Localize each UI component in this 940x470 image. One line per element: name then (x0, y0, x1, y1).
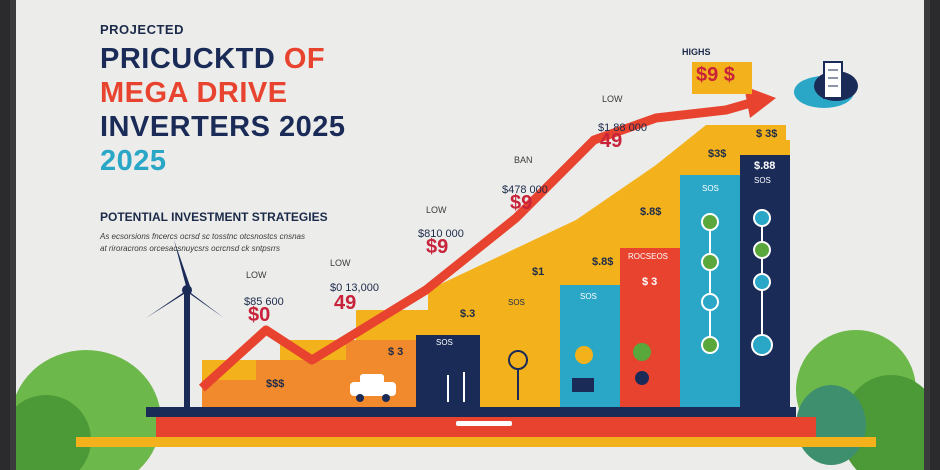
car-icon (350, 374, 396, 402)
strategies-heading: POTENTIAL INVESTMENT STRATEGIES (100, 210, 328, 224)
bar-label-3: SOS (508, 298, 525, 307)
big-price-2: 49 (334, 292, 357, 314)
bar-mini-icons (447, 343, 651, 402)
price-label-4: $478 000 (502, 184, 548, 196)
highs-price: $9 $ (696, 64, 735, 86)
infographic-screen: PROJECTED PRICUCKTD OF MEGA DRIVE INVERT… (10, 0, 930, 470)
low-label-1: LOW (246, 270, 267, 280)
cloud-building-icon (794, 61, 858, 108)
big-price-4: $9 (510, 192, 533, 214)
bar-amount-2: $ 3 (388, 346, 404, 358)
price-label-1: $85 600 (244, 296, 284, 308)
highs-label: HIGHS (682, 47, 711, 57)
title-pre: PROJECTED (100, 22, 184, 37)
bar-amount-5: $.8$ (592, 256, 614, 268)
left-foliage-dark (16, 395, 91, 470)
strategies-sub1: As ecsorsions fncercs ocrsd sc tosstnc o… (100, 232, 305, 241)
infographic-graphics (16, 61, 924, 470)
low-label-5: LOW (602, 94, 623, 104)
bar-label-6: SOS (754, 176, 771, 185)
base-yellow (76, 437, 876, 447)
title-line1-b: OF (283, 43, 326, 75)
big-price-1: $0 (248, 304, 271, 326)
low-label-4: BAN (514, 155, 533, 165)
low-label-3: LOW (426, 205, 447, 215)
wind-turbine-icon (146, 240, 224, 408)
trend-arrow (198, 97, 756, 392)
bar-amount-3: $.3 (460, 308, 476, 320)
price-label-3: $810 000 (418, 228, 464, 240)
bar-label-1: ROCSEOS (628, 252, 669, 261)
base-handle (456, 421, 512, 426)
arrow-head (744, 86, 776, 118)
big-price-3: $9 (426, 236, 449, 258)
title-line4: 2025 (100, 145, 167, 177)
title-line3-a: INVERTERS (100, 111, 271, 143)
price-label-5: $1 88 000 (598, 122, 647, 134)
strategies-sub2: at riroracrons orcesacsnuycsrs ocrcnsd c… (100, 244, 281, 253)
big-price-5: 49 (600, 130, 623, 152)
title-line3-b: 2025 (279, 111, 346, 143)
bar-label-2: SOS (436, 338, 453, 347)
chain-icons (701, 209, 773, 356)
bar-amount-8: $3$ (708, 148, 727, 160)
bar-amount-9: $.88 (754, 160, 776, 172)
bar-amount-6: $.8$ (640, 206, 662, 218)
bar-amount-10: $ 3$ (756, 128, 778, 140)
title-line1: PRICUCKTD OF (100, 44, 325, 74)
title-line1-a: PRICUCKTD (100, 43, 276, 75)
bar-6-top (740, 140, 790, 155)
low-label-2: LOW (330, 258, 351, 268)
bar-label-5: SOS (702, 184, 719, 193)
price-label-2: $0 13,000 (330, 282, 379, 294)
bar-4 (620, 248, 684, 408)
bar-2 (488, 292, 552, 408)
title-line3: INVERTERS 2025 (100, 112, 346, 142)
bar-amount-1: $$$ (266, 378, 285, 390)
bar-amount-7: $ 3 (642, 276, 658, 288)
bar-label-4: SOS (580, 292, 597, 301)
base-red (156, 417, 816, 437)
bar-amount-4: $1 (532, 266, 545, 278)
base-shadow (146, 407, 796, 417)
title-line2: MEGA DRIVE (100, 77, 288, 109)
highs-badge (692, 62, 752, 94)
